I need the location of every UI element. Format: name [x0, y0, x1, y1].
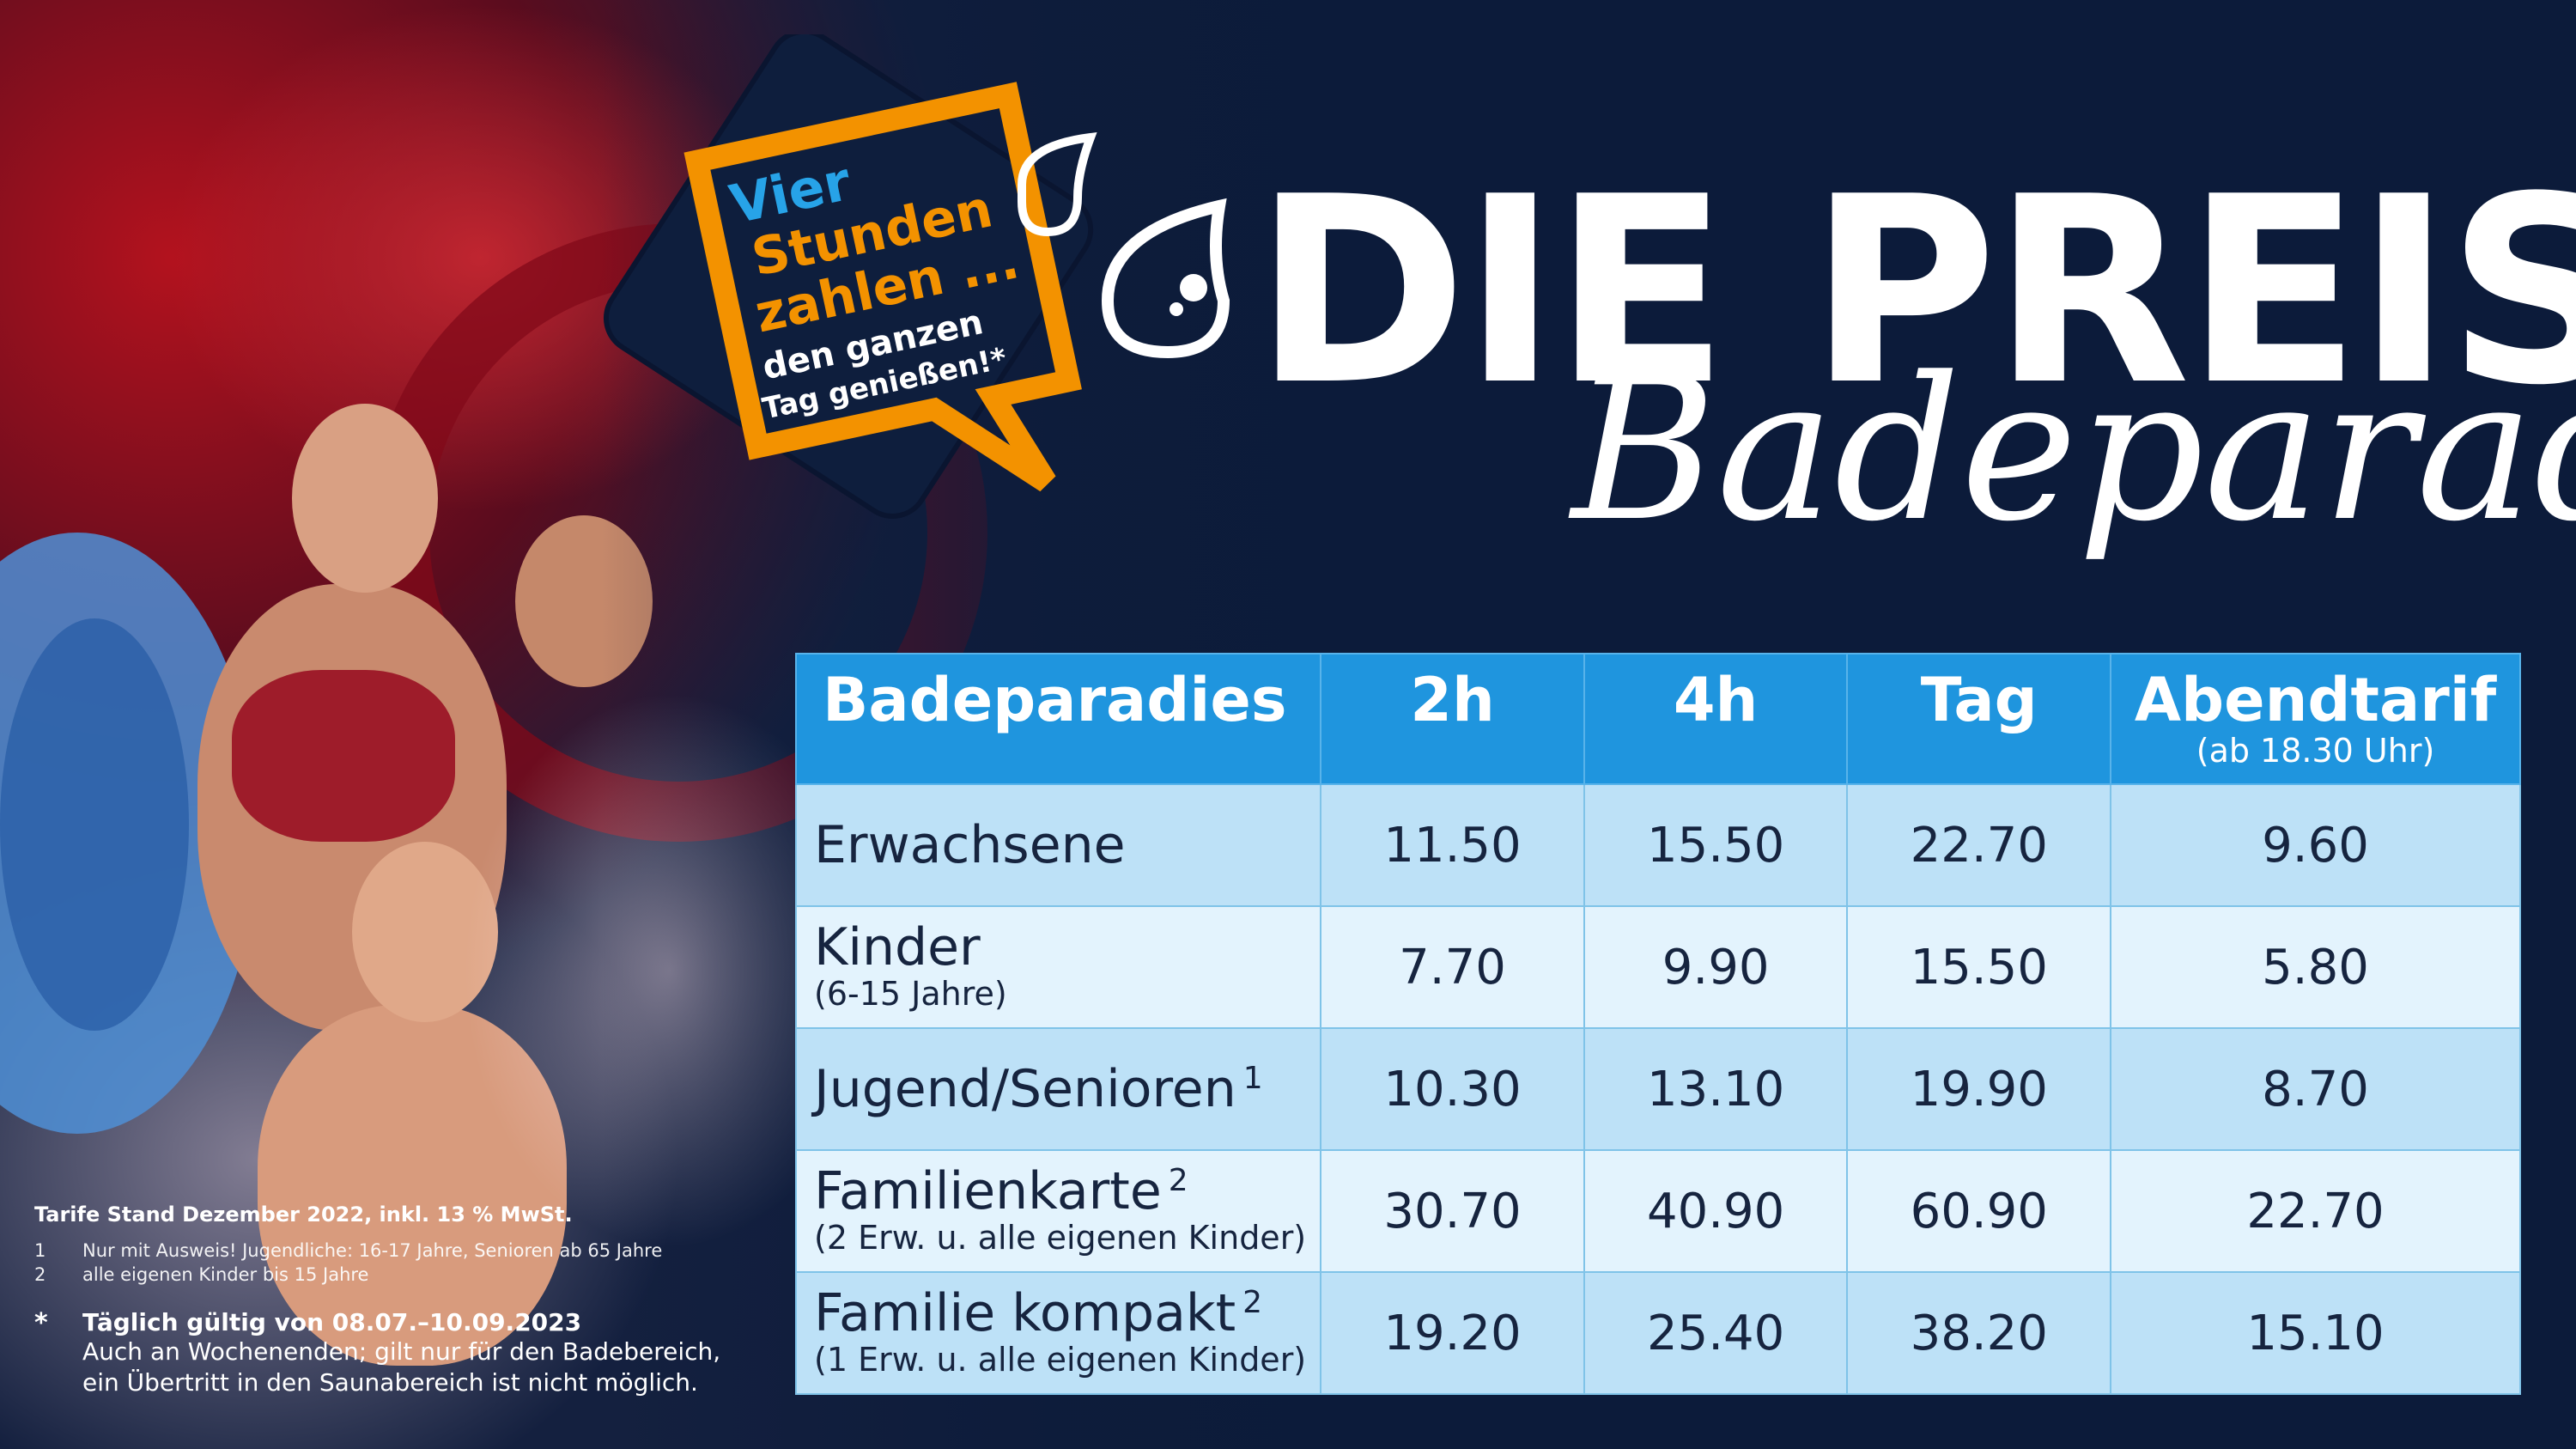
price-cell: 22.70 — [1846, 783, 2112, 907]
table-row: Kinder (6-15 Jahre) 7.70 9.90 15.50 5.80 — [794, 905, 2521, 1029]
price-cell: 60.90 — [1846, 1149, 2112, 1273]
price-cell: 15.50 — [1583, 783, 1849, 907]
bikini-shape — [232, 670, 455, 842]
swim-ring-shadow — [0, 618, 189, 1031]
row-label: Familienkarte 2 (2 Erw. u. alle eigenen Ki… — [794, 1149, 1322, 1273]
price-cell: 25.40 — [1583, 1271, 1849, 1395]
row-label: Familie kompakt 2 (1 Erw. u. alle eigenen … — [794, 1271, 1322, 1395]
header-cell: Badeparadies — [794, 653, 1322, 785]
table-row: Familienkarte 2 (2 Erw. u. alle eigenen Ki… — [794, 1149, 2521, 1273]
water-drop-icon — [1018, 132, 1097, 237]
row-label: Kinder (6-15 Jahre) — [794, 905, 1322, 1029]
price-cell: 7.70 — [1320, 905, 1585, 1029]
header-cell: 4h — [1583, 653, 1849, 785]
header-cell: Abendtarif (ab 18.30 Uhr) — [2110, 653, 2521, 785]
header-subtitle: (ab 18.30 Uhr) — [2196, 732, 2435, 770]
page-title: DIE PREISE — [1254, 142, 2576, 441]
price-cell: 9.60 — [2110, 783, 2521, 907]
price-cell: 10.30 — [1320, 1027, 1585, 1151]
tariff-stand-note: Tarife Stand Dezember 2022, inkl. 13 % M… — [34, 1202, 573, 1227]
table-header-row: Badeparadies 2h 4h Tag Abendtarif (ab 18.… — [794, 653, 2521, 785]
row-label: Jugend/Senioren 1 — [794, 1027, 1322, 1151]
price-cell: 13.10 — [1583, 1027, 1849, 1151]
price-cell: 19.20 — [1320, 1271, 1585, 1395]
footnotes: Tarife Stand Dezember 2022, inkl. 13 % M… — [34, 1202, 773, 1398]
price-cell: 5.80 — [2110, 905, 2521, 1029]
table-row: Familie kompakt 2 (1 Erw. u. alle eigenen … — [794, 1271, 2521, 1395]
price-cell: 15.50 — [1846, 905, 2112, 1029]
row-label: Erwachsene — [794, 783, 1322, 907]
footnote-2: 2 alle eigenen Kinder bis 15 Jahre — [34, 1264, 369, 1286]
footnote-star: * Täglich gültig von 08.07.–10.09.2023 A… — [34, 1307, 721, 1397]
water-drop-icon — [1101, 198, 1230, 359]
price-cell: 19.90 — [1846, 1027, 2112, 1151]
price-cell: 30.70 — [1320, 1149, 1585, 1273]
table-row: Erwachsene 11.50 15.50 22.70 9.60 — [794, 783, 2521, 907]
promo-badge: Vier Stunden zahlen ... den ganzen Tag g… — [603, 34, 1094, 519]
price-table: Badeparadies 2h 4h Tag Abendtarif (ab 18.… — [794, 653, 2521, 1395]
price-cell: 22.70 — [2110, 1149, 2521, 1273]
price-cell: 15.10 — [2110, 1271, 2521, 1395]
header-cell: 2h — [1320, 653, 1585, 785]
price-cell: 40.90 — [1583, 1149, 1849, 1273]
price-cell: 8.70 — [2110, 1027, 2521, 1151]
price-cell: 11.50 — [1320, 783, 1585, 907]
woman-head — [292, 404, 438, 593]
header-cell: Tag — [1846, 653, 2112, 785]
footnote-1: 1 Nur mit Ausweis! Jugendliche: 16-17 Ja… — [34, 1240, 663, 1261]
table-row: Jugend/Senioren 1 10.30 13.10 19.90 8.70 — [794, 1027, 2521, 1151]
price-cell: 9.90 — [1583, 905, 1849, 1029]
price-cell: 38.20 — [1846, 1271, 2112, 1395]
page-subtitle: Badeparadies — [1571, 336, 2576, 565]
